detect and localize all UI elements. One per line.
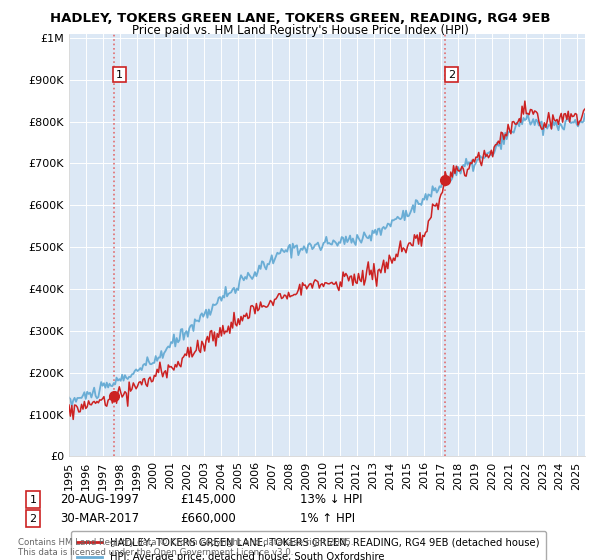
Text: £145,000: £145,000 (180, 493, 236, 506)
Text: £660,000: £660,000 (180, 512, 236, 525)
Text: HADLEY, TOKERS GREEN LANE, TOKERS GREEN, READING, RG4 9EB: HADLEY, TOKERS GREEN LANE, TOKERS GREEN,… (50, 12, 550, 25)
Text: 2: 2 (448, 69, 455, 80)
Text: Contains HM Land Registry data © Crown copyright and database right 2025.
This d: Contains HM Land Registry data © Crown c… (18, 538, 353, 557)
Text: 2: 2 (29, 514, 37, 524)
Text: 1: 1 (29, 494, 37, 505)
Text: Price paid vs. HM Land Registry's House Price Index (HPI): Price paid vs. HM Land Registry's House … (131, 24, 469, 37)
Legend: HADLEY, TOKERS GREEN LANE, TOKERS GREEN, READING, RG4 9EB (detached house), HPI:: HADLEY, TOKERS GREEN LANE, TOKERS GREEN,… (71, 531, 546, 560)
Text: 30-MAR-2017: 30-MAR-2017 (60, 512, 139, 525)
Text: 1% ↑ HPI: 1% ↑ HPI (300, 512, 355, 525)
Text: 1: 1 (116, 69, 123, 80)
Text: 20-AUG-1997: 20-AUG-1997 (60, 493, 139, 506)
Text: 13% ↓ HPI: 13% ↓ HPI (300, 493, 362, 506)
